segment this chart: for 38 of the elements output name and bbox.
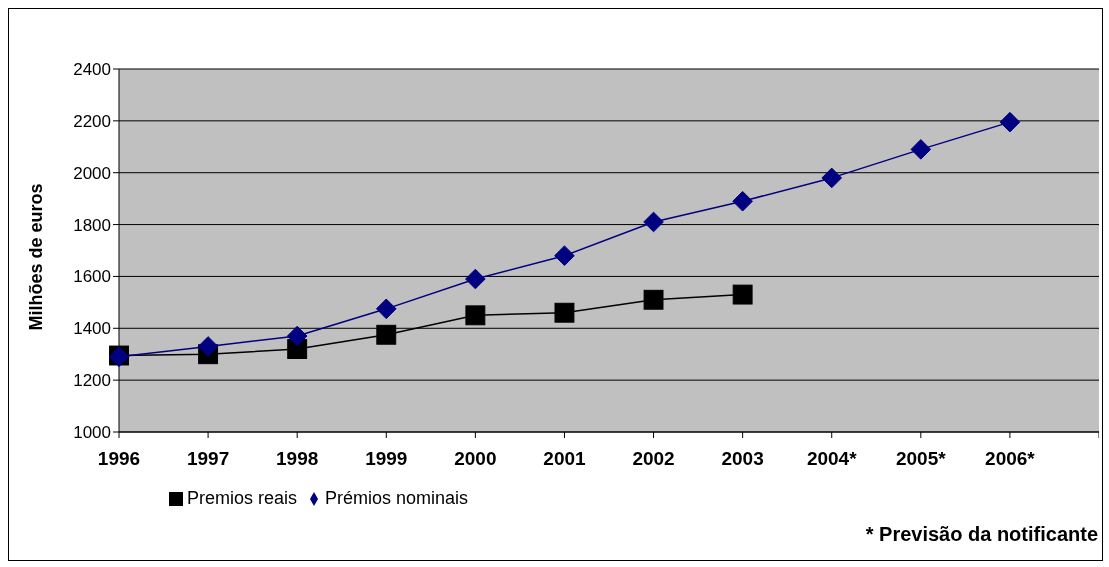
x-tick-label: 1997 — [186, 448, 230, 470]
point — [375, 298, 397, 320]
y-tick-label: 2400 — [73, 60, 111, 80]
point — [554, 245, 575, 266]
point — [465, 305, 486, 326]
point — [821, 167, 843, 189]
legend-label: Prémios nominais — [325, 488, 469, 508]
point — [732, 190, 753, 212]
y-tick-label: 1000 — [73, 423, 111, 443]
x-tick-label: 1996 — [97, 448, 141, 470]
point — [643, 289, 664, 310]
x-tick-label: 2003 — [721, 448, 764, 470]
y-tick-label: 2200 — [73, 111, 111, 131]
x-tick-label: 2004* — [806, 448, 858, 470]
x-tick-label: 2001 — [543, 448, 587, 470]
point — [910, 139, 932, 160]
text: * Previsão da notificante — [865, 523, 1098, 546]
point — [732, 284, 753, 305]
x-tick-label: 2005* — [895, 448, 947, 470]
y-tick-label: 2000 — [73, 163, 111, 183]
x-tick-label: 2006* — [985, 448, 1036, 470]
x-tick-label: 2000 — [454, 448, 497, 470]
y-tick-label: 1800 — [73, 215, 111, 235]
point — [465, 268, 486, 290]
x-tick-label: 1998 — [276, 448, 319, 470]
point — [999, 111, 1021, 133]
legend-label: Premios reais — [187, 488, 298, 508]
point — [197, 336, 219, 357]
point — [286, 325, 308, 347]
point — [376, 324, 397, 345]
y-tick-label: 1400 — [73, 319, 111, 339]
y-tick-label: 1200 — [73, 371, 111, 391]
x-tick-label: 2002 — [632, 448, 675, 470]
y-axis-title: Milhões de euros — [26, 183, 47, 331]
point — [643, 211, 664, 233]
point — [554, 302, 575, 323]
x-tick-label: 1999 — [365, 448, 408, 470]
y-tick-label: 1600 — [73, 267, 111, 287]
